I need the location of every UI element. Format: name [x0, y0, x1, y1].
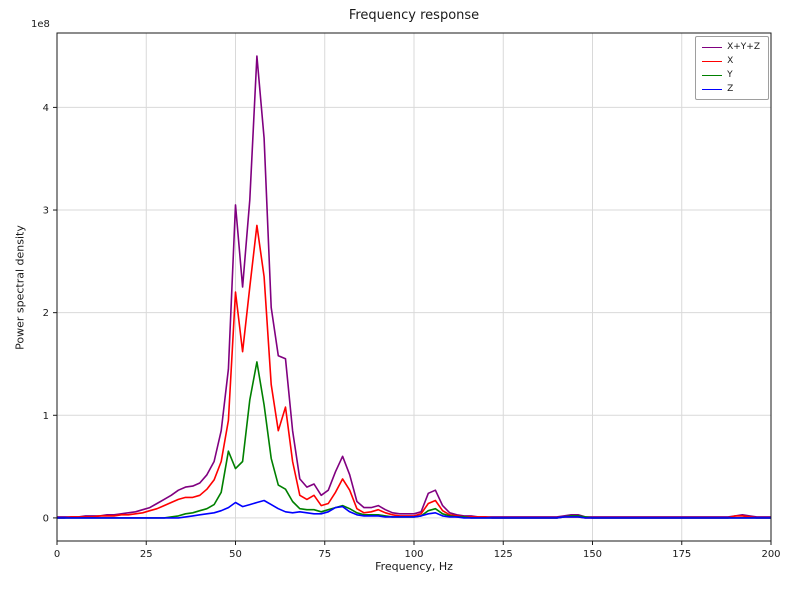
legend-label: X+Y+Z [727, 42, 760, 52]
legend-item-Z: Z [702, 82, 760, 96]
y-tick-label: 1 [43, 411, 49, 422]
legend-line-sample [702, 88, 723, 90]
x-tick-label: 125 [494, 549, 513, 560]
chart-title: Frequency response [348, 8, 480, 23]
legend: X+Y+Z X Y Z [695, 36, 769, 100]
x-tick-label: 175 [672, 549, 691, 560]
legend-line-sample [702, 46, 723, 48]
x-tick-label: 0 [54, 549, 60, 560]
legend-label: Z [727, 84, 734, 94]
legend-label: X [727, 56, 734, 66]
x-tick-label: 150 [583, 549, 602, 560]
x-tick-label: 200 [761, 549, 780, 560]
series-line-X+Y+Z [57, 55, 771, 518]
x-tick-label: 100 [404, 549, 423, 560]
y-tick-label: 4 [43, 103, 49, 114]
legend-line-sample [702, 60, 723, 62]
legend-item-X: X [702, 54, 760, 68]
legend-item-X+Y+Z: X+Y+Z [702, 40, 760, 54]
legend-label: Y [727, 70, 733, 80]
x-tick-label: 25 [140, 549, 153, 560]
series-line-Z [57, 499, 771, 519]
y-axis-label: Power spectral density [13, 225, 27, 350]
y-tick-label: 2 [43, 308, 49, 319]
legend-line-sample [702, 74, 723, 76]
y-tick-label: 3 [43, 206, 49, 217]
x-tick-label: 75 [318, 549, 331, 560]
x-axis-label: Frequency, Hz [375, 560, 453, 573]
legend-item-Y: Y [702, 68, 760, 82]
y-axis-offset-label: 1e8 [31, 19, 50, 30]
y-tick-label: 0 [43, 513, 49, 524]
x-tick-label: 50 [229, 549, 242, 560]
